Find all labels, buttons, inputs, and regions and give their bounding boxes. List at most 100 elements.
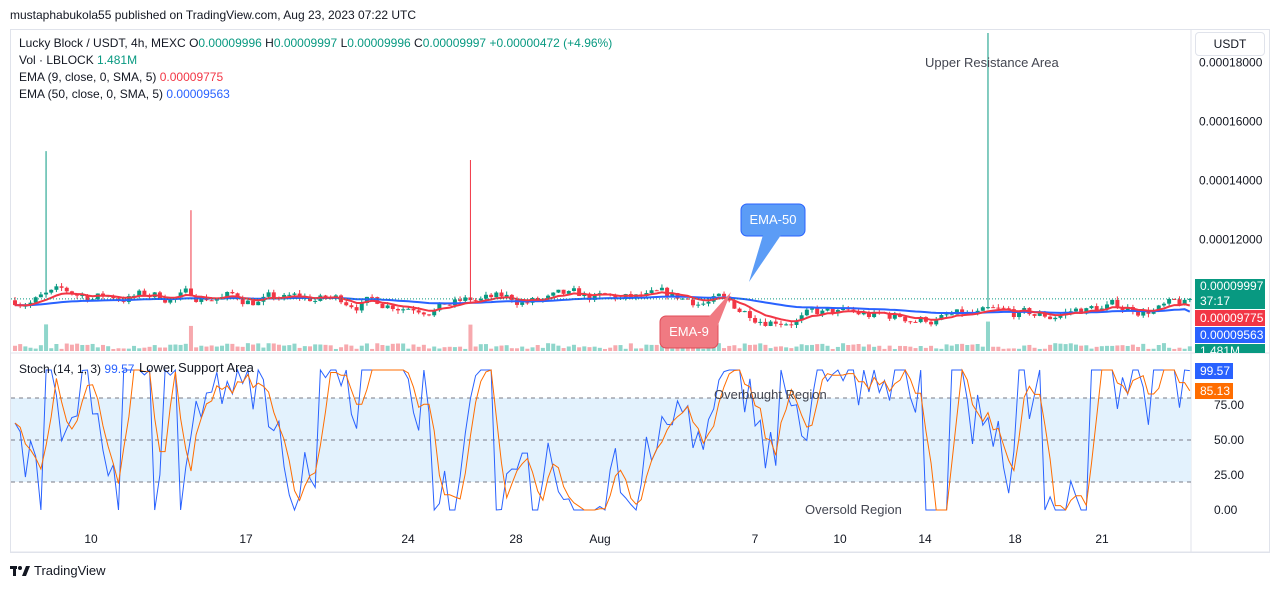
candle-body xyxy=(406,308,411,310)
volume-bar xyxy=(297,347,302,351)
chart-frame[interactable]: 0.00018000 0.00016000 0.00014000 0.00012000… xyxy=(10,29,1270,553)
candle-body xyxy=(1011,309,1016,317)
ema9-line xyxy=(14,291,1191,323)
volume-bar xyxy=(913,348,918,351)
candle-body xyxy=(416,310,421,313)
volume-bar xyxy=(825,345,830,351)
volume-bar xyxy=(54,344,59,351)
ema9-callout[interactable]: EMA-9 xyxy=(669,324,709,339)
candle-body xyxy=(1141,310,1146,316)
currency-button[interactable]: USDT xyxy=(1195,32,1265,56)
candle-body xyxy=(75,294,80,296)
volume-bar xyxy=(965,344,970,351)
volume-bar xyxy=(499,345,504,351)
volume-bar xyxy=(106,346,111,351)
volume-bar xyxy=(597,347,602,351)
volume-bar xyxy=(556,345,561,351)
candle-body xyxy=(1032,314,1037,316)
candle-body xyxy=(546,295,551,299)
volume-bar xyxy=(1089,348,1094,351)
volume-bar xyxy=(991,346,996,351)
volume-bar xyxy=(437,348,442,351)
volume-bar xyxy=(996,346,1001,351)
candle-body xyxy=(1167,298,1172,304)
volume-bar xyxy=(628,343,633,351)
candle-body xyxy=(473,300,478,302)
volume-bar xyxy=(85,344,90,351)
volume-bar xyxy=(328,345,333,351)
volume-bar xyxy=(1187,346,1192,351)
candle-body xyxy=(701,303,706,305)
close-label: C xyxy=(414,36,423,50)
volume-bar xyxy=(1167,347,1172,351)
chart-canvas[interactable]: 0.00018000 0.00016000 0.00014000 0.00012000… xyxy=(11,30,1269,552)
upper-resistance-label[interactable]: Upper Resistance Area xyxy=(925,55,1059,70)
candle-body xyxy=(494,292,499,298)
volume-bar xyxy=(261,347,266,351)
ema50-value: 0.00009563 xyxy=(166,87,230,101)
candle-body xyxy=(271,292,276,298)
candle-body xyxy=(230,292,235,294)
volume-legend[interactable]: Vol · LBLOCK 1.481M xyxy=(19,53,137,67)
candle-body xyxy=(137,290,142,296)
candle-body xyxy=(566,290,571,294)
volume-bar xyxy=(121,348,126,351)
volume-bar xyxy=(478,344,483,351)
volume-bar xyxy=(245,343,250,351)
candle-body xyxy=(908,321,913,323)
candle-body xyxy=(954,309,959,315)
candle-body xyxy=(1182,299,1187,306)
ema50-callout[interactable]: EMA-50 xyxy=(749,212,797,227)
volume-bar xyxy=(126,348,131,351)
ema50-legend[interactable]: EMA (50, close, 0, SMA, 5) 0.00009563 xyxy=(19,87,230,101)
volume-bar xyxy=(778,346,783,351)
volume-bar xyxy=(147,346,152,351)
stoch-legend[interactable]: Stoch (14, 1, 3) 99.57 xyxy=(19,362,134,376)
candle-body xyxy=(934,319,939,325)
volume-bar xyxy=(308,346,312,351)
candle-body xyxy=(742,311,747,313)
volume-bar xyxy=(442,347,447,351)
volume-bar xyxy=(711,345,716,351)
volume-bar xyxy=(1151,348,1156,351)
oversold-label[interactable]: Oversold Region xyxy=(805,502,902,517)
candle-body xyxy=(256,301,261,306)
candle-body xyxy=(59,286,64,288)
volume-bar xyxy=(1105,345,1110,351)
candle-body xyxy=(804,309,809,316)
candle-body xyxy=(1089,306,1094,309)
candle-body xyxy=(287,294,292,296)
volume-bar xyxy=(235,346,240,351)
volume-bar xyxy=(380,344,385,351)
candle-body xyxy=(929,321,934,325)
candle-body xyxy=(690,299,695,306)
lower-support-label[interactable]: Lower Support Area xyxy=(139,360,254,375)
volume-bar xyxy=(214,346,219,351)
candle-body xyxy=(478,298,483,301)
volume-bar xyxy=(944,344,949,351)
volume-bar xyxy=(903,346,908,351)
tradingview-logo[interactable]: TradingView xyxy=(10,563,106,578)
ema9-legend[interactable]: EMA (9, close, 0, SMA, 5) 0.00009775 xyxy=(19,70,223,84)
candle-body xyxy=(551,292,556,296)
candle-body xyxy=(861,312,866,315)
candle-body xyxy=(799,315,804,321)
volume-bar xyxy=(266,343,271,351)
volume-bar xyxy=(815,344,820,351)
symbol-title[interactable]: Lucky Block / USDT, 4h, MEXC xyxy=(19,36,186,50)
volume-bar xyxy=(634,348,639,351)
volume-bar xyxy=(375,343,380,351)
candle-body xyxy=(489,294,494,298)
volume-bar xyxy=(1146,348,1151,351)
volume-bar xyxy=(747,344,752,351)
volume-bar xyxy=(421,344,426,351)
candle-body xyxy=(670,293,675,297)
candle-body xyxy=(504,294,509,297)
candle-body xyxy=(784,324,789,326)
overbought-label[interactable]: Overbought Region xyxy=(714,387,827,402)
candle-body xyxy=(1110,299,1115,305)
volume-bar xyxy=(256,343,261,351)
candle-body xyxy=(411,308,416,311)
volume-bar xyxy=(271,343,276,351)
stoch-tick-label: 0.00 xyxy=(1214,503,1238,517)
